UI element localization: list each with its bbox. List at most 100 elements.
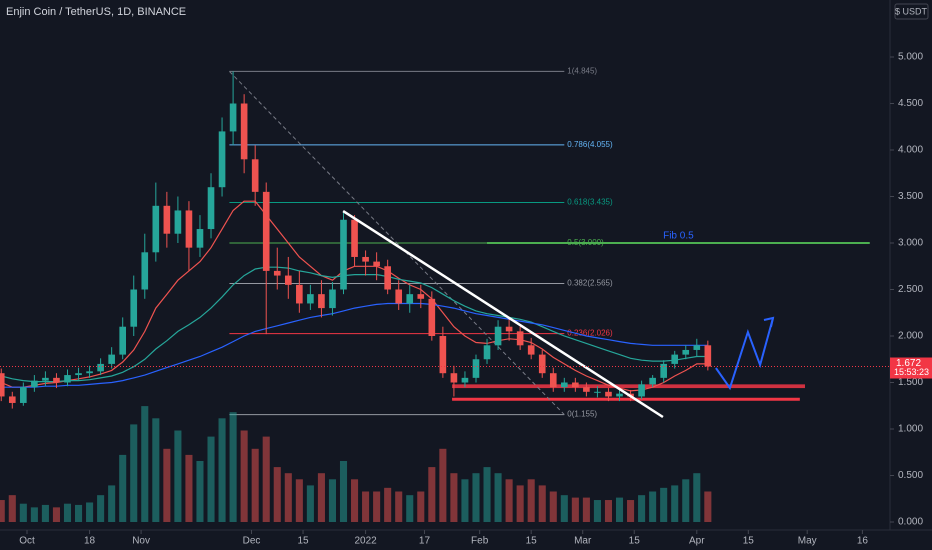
candle-body bbox=[53, 377, 60, 383]
candle-body bbox=[439, 336, 447, 374]
candle-body bbox=[351, 219, 358, 257]
moving-average bbox=[0, 200, 708, 392]
candle-body bbox=[428, 298, 436, 337]
candle-body bbox=[284, 275, 292, 285]
candle-body bbox=[152, 205, 160, 253]
volume-bar bbox=[351, 479, 359, 522]
currency-box[interactable] bbox=[894, 3, 929, 20]
candle-body bbox=[516, 331, 524, 346]
volume-bar bbox=[549, 491, 557, 522]
volume-bar bbox=[97, 495, 105, 522]
volume-bar bbox=[604, 500, 613, 522]
candle-body bbox=[130, 289, 138, 327]
volume-bar bbox=[450, 473, 458, 522]
x-tick-label: 16 bbox=[857, 536, 869, 547]
candle-body bbox=[494, 326, 502, 346]
volume-bar bbox=[384, 487, 392, 522]
volume-bar bbox=[141, 406, 149, 522]
candle-body bbox=[362, 256, 369, 262]
candle-body bbox=[185, 210, 193, 248]
candle-body bbox=[671, 354, 679, 364]
x-tick-label: Oct bbox=[19, 536, 35, 547]
y-tick-label: 3.000 bbox=[898, 238, 923, 249]
volume-bar bbox=[472, 473, 480, 522]
candle-body bbox=[75, 373, 82, 376]
chart-title: Enjin Coin / TetherUS, 1D, BINANCE bbox=[6, 6, 186, 18]
candle-body bbox=[461, 377, 469, 383]
y-tick-label: 3.500 bbox=[898, 191, 923, 202]
volume-bar bbox=[185, 454, 193, 522]
volume-bar bbox=[439, 448, 447, 522]
fib-half-label: Fib 0.5 bbox=[663, 231, 694, 242]
volume-bar bbox=[295, 479, 303, 522]
volume-bar bbox=[119, 454, 127, 522]
y-tick-label: 0.000 bbox=[898, 517, 923, 528]
projection-path bbox=[715, 317, 774, 391]
volume-bar bbox=[395, 491, 403, 522]
candle-body bbox=[340, 219, 347, 290]
candle-body bbox=[86, 371, 93, 374]
volume-bar bbox=[75, 504, 83, 522]
candle-body bbox=[20, 387, 27, 403]
candle-body bbox=[483, 345, 491, 360]
volume-bar bbox=[682, 479, 690, 522]
candle-body bbox=[693, 345, 701, 350]
volume-bar bbox=[130, 424, 138, 522]
candle-body bbox=[638, 384, 645, 397]
projection-arrowhead bbox=[763, 316, 775, 328]
currency[interactable]: $ USDT bbox=[895, 6, 928, 16]
volume-bar bbox=[306, 485, 314, 522]
candle-body bbox=[572, 382, 579, 388]
y-tick-label: 4.500 bbox=[898, 98, 923, 109]
candle-body bbox=[42, 377, 49, 381]
candle-body bbox=[682, 349, 690, 355]
countdown-label: 15:53:23 bbox=[894, 367, 929, 377]
y-tick-label: 0.500 bbox=[898, 470, 923, 481]
volume-bar bbox=[582, 497, 590, 522]
volume-bar bbox=[152, 418, 160, 522]
candle-body bbox=[8, 396, 16, 403]
last-price-box bbox=[890, 357, 932, 379]
candle-body bbox=[527, 345, 535, 355]
volume-bar bbox=[284, 473, 292, 522]
candle-body bbox=[549, 373, 557, 388]
plot-area: 1(4.845)0.786(4.055)0.618(3.435)0.5(3.00… bbox=[0, 67, 890, 522]
volume-bar bbox=[593, 500, 601, 522]
volume-bar bbox=[63, 503, 72, 522]
candle-body bbox=[31, 380, 38, 388]
volume-bar bbox=[483, 467, 491, 522]
volume-bar bbox=[19, 503, 27, 522]
candle-body bbox=[373, 261, 380, 267]
candle-body bbox=[273, 270, 281, 276]
volume-bar bbox=[262, 436, 270, 522]
last-price-label: 1.672 bbox=[896, 358, 921, 369]
x-tick-label: Apr bbox=[689, 536, 705, 547]
volume-bar bbox=[0, 500, 5, 522]
candle-body bbox=[196, 229, 204, 248]
volume-bar bbox=[649, 491, 657, 522]
candle-body bbox=[174, 210, 182, 234]
candle-body bbox=[163, 205, 171, 234]
volume-bar bbox=[461, 479, 469, 522]
candle-body bbox=[538, 354, 546, 374]
candle-body bbox=[307, 294, 314, 304]
candle-body bbox=[395, 289, 403, 304]
volume-bar bbox=[218, 418, 226, 522]
fib-label: 1(4.845) bbox=[567, 67, 597, 76]
volume-bar bbox=[627, 500, 635, 522]
candle-body bbox=[649, 377, 656, 385]
candle-body bbox=[660, 363, 667, 378]
volume-bar bbox=[638, 495, 646, 522]
x-tick-label: Dec bbox=[243, 536, 261, 547]
fib-diagonal bbox=[229, 71, 565, 415]
volume-bar bbox=[273, 467, 281, 522]
y-tick-label: 1.500 bbox=[898, 377, 923, 388]
candle-body bbox=[119, 326, 127, 355]
candle-body bbox=[417, 294, 425, 299]
x-tick-label: 18 bbox=[84, 536, 96, 547]
fib-label: 0.618(3.435) bbox=[567, 198, 613, 207]
volume-bar bbox=[494, 473, 502, 522]
y-tick-label: 2.000 bbox=[898, 331, 923, 342]
